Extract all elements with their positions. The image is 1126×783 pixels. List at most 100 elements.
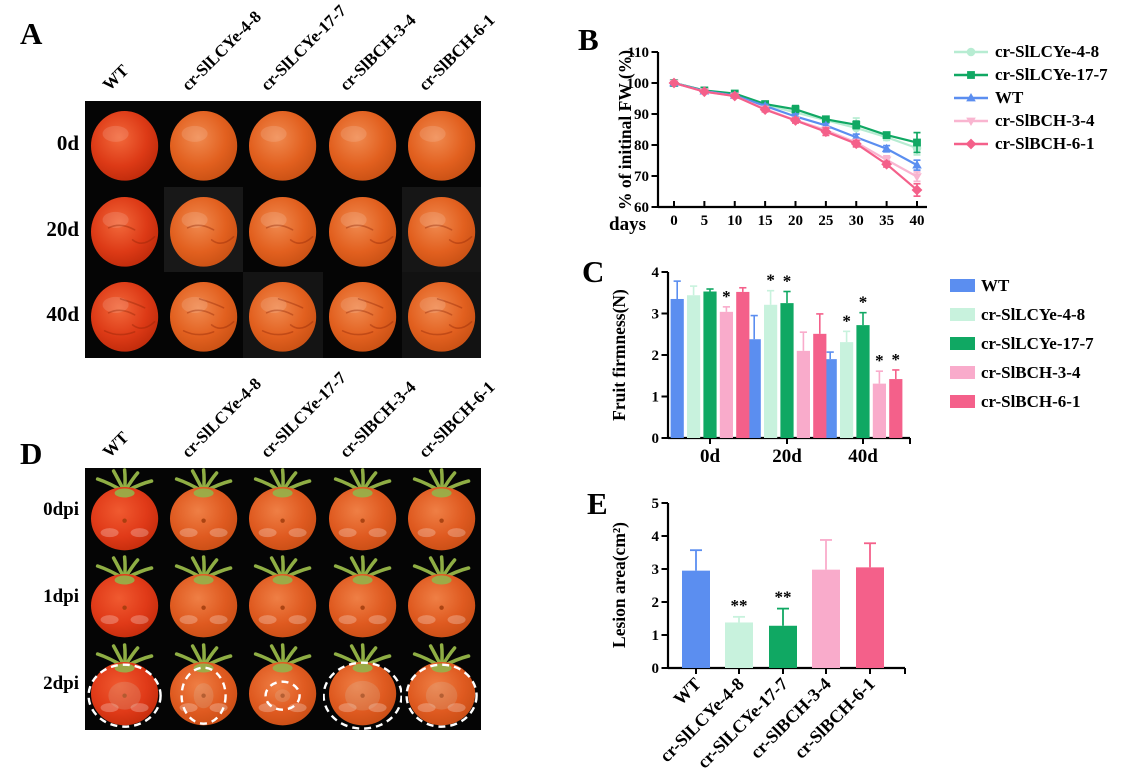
y-axis-title: Fruit firmness(N): [609, 289, 629, 421]
series-cr-SlBCH-3-4: **: [719, 287, 886, 438]
bar: [682, 570, 710, 668]
tomato-image: [170, 110, 238, 181]
legend-entry: cr-SlLCYe-4-8: [953, 40, 1108, 63]
error-bar: [690, 549, 702, 571]
tomato-image: [170, 282, 238, 352]
error-bar: [722, 306, 730, 312]
tomato-image: [321, 642, 403, 730]
tomato-body: [249, 110, 317, 181]
y-tick-label: 5: [652, 496, 660, 512]
bar: [872, 383, 886, 438]
tomato-body: [170, 282, 238, 352]
genotype-label: cr-SlBCH-6-1: [415, 377, 500, 462]
calyx-center: [272, 488, 293, 498]
wrinkle: [107, 309, 136, 316]
series-line: [673, 81, 918, 178]
error-bar: [706, 288, 714, 292]
y-tick-label: 0: [652, 661, 660, 677]
y-tick-label: 3: [652, 307, 660, 323]
tomato-image: [249, 642, 317, 725]
sheen: [181, 211, 208, 228]
sheen: [419, 125, 446, 142]
marker-diamond: [790, 115, 801, 126]
sheen: [260, 125, 287, 142]
tomato-photo: [85, 187, 164, 273]
bar: [670, 298, 684, 438]
y-axis-title: Lesion area(cm²): [609, 522, 629, 648]
calyx-center: [193, 488, 214, 498]
tomato-photo: [164, 555, 243, 642]
lesion-circle: [180, 666, 227, 725]
sheen: [338, 528, 357, 538]
wrinkle: [186, 309, 215, 316]
error-bar: [767, 289, 775, 305]
x-category-label: 20d: [772, 446, 802, 467]
marker-triangle-down: [912, 173, 922, 182]
blossom-scar: [201, 518, 206, 523]
wrinkle: [424, 224, 453, 231]
sheen: [181, 297, 208, 314]
error-bar: [673, 280, 681, 299]
legend-marker: [954, 92, 988, 101]
sheen: [447, 702, 466, 712]
tomato-image: [407, 110, 475, 181]
legend-entry: cr-SlLCYe-17-7: [950, 329, 1094, 358]
panel-c-legend: WT cr-SlLCYe-4-8 cr-SlLCYe-17-7 cr-SlBCH-3-…: [950, 271, 1094, 416]
tomato-image: [170, 468, 238, 551]
y-tick-label: 3: [652, 562, 660, 578]
sheen: [102, 125, 129, 142]
marker-square: [852, 120, 861, 129]
blossom-scar: [359, 518, 365, 523]
blossom-scar: [280, 693, 286, 698]
tomato-body: [407, 282, 475, 352]
marker-diamond: [850, 138, 862, 150]
error-bar: [843, 330, 851, 343]
sheen: [130, 702, 149, 712]
y-tick-label: 1: [652, 628, 660, 644]
y-tick-label: 80: [634, 138, 649, 154]
significance-marker: *: [722, 287, 731, 306]
significance-marker: *: [892, 350, 901, 369]
tomato-photo: [164, 642, 243, 730]
wrinkle: [341, 330, 373, 336]
marker-diamond: [729, 90, 741, 102]
legend-swatch: [950, 279, 975, 292]
legend-label: WT: [995, 87, 1024, 107]
lesion-area: [425, 681, 458, 710]
error-bar: [783, 290, 791, 304]
error-bar: [820, 539, 832, 570]
genotype-label: WT: [98, 60, 132, 95]
tomato-image: [407, 196, 475, 267]
tomato-image: [249, 110, 317, 181]
tomato-photo: [402, 101, 481, 187]
bar: [764, 304, 778, 438]
tomato-image: [90, 468, 159, 551]
wrinkle: [119, 298, 146, 309]
dpi-label: 2dpi: [43, 673, 79, 695]
x-tick-label: 30: [849, 213, 864, 229]
tomato-photo: [401, 272, 481, 358]
sheen: [179, 702, 198, 712]
calyx-center: [352, 488, 373, 498]
marker-diamond: [698, 86, 710, 98]
sheen: [181, 125, 208, 142]
marker-diamond: [965, 138, 977, 149]
sheen: [447, 528, 466, 538]
x-tick-label: 40: [910, 213, 925, 229]
legend-swatch: [950, 337, 975, 350]
storage-day-label: 40d: [46, 302, 79, 327]
wrinkle: [357, 298, 383, 309]
marker-square: [791, 105, 800, 114]
calyx-center: [193, 575, 214, 585]
tomato-image: [170, 196, 238, 267]
legend-entry: WT: [950, 271, 1094, 300]
bar: [813, 333, 827, 438]
axes: 60 70 80 90 100 110 0 5 10 15 20 25 30 35 40: [627, 45, 927, 229]
blossom-scar: [439, 693, 444, 698]
wrinkle: [131, 235, 156, 244]
tomato-photo: [164, 186, 244, 273]
storage-day-label: 0d: [56, 130, 79, 155]
panel-a-letter: A: [20, 16, 43, 51]
tomato-image: [90, 196, 159, 267]
marker-diamond: [668, 77, 680, 89]
